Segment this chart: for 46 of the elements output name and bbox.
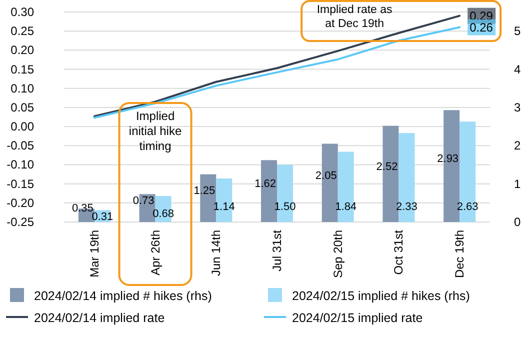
- y-tick-label: 0.30: [10, 5, 34, 19]
- x-tick-label: Dec 19th: [452, 230, 467, 278]
- y-tick-label: -0.05: [6, 138, 34, 153]
- y-tick-label: -0.10: [6, 158, 34, 172]
- data-label: 1.84: [335, 201, 357, 213]
- y-tick-label: 0.10: [10, 81, 34, 96]
- data-label: 1.62: [254, 178, 276, 190]
- y2-tick-label: 4: [514, 62, 521, 76]
- x-tick-label: Jul 31st: [270, 229, 284, 272]
- x-tick-label: Jun 14th: [209, 230, 224, 276]
- data-label: 0.35: [72, 202, 94, 214]
- bar: [460, 122, 476, 222]
- bar: [398, 133, 415, 222]
- y-tick-label: -0.25: [6, 215, 34, 229]
- legend-label: 2024/02/14 implied # hikes (rhs): [34, 289, 212, 303]
- data-label: 0.73: [132, 195, 154, 208]
- y2-tick-label: 5: [514, 24, 521, 38]
- y2-tick-label: 2: [514, 138, 521, 153]
- x-tick-label: Mar 19th: [87, 230, 102, 278]
- data-label: 0.26: [470, 20, 494, 34]
- y-tick-label: 0.15: [10, 62, 34, 76]
- y-tick-label: 0.00: [10, 120, 34, 134]
- y-tick-label: 0.05: [10, 100, 34, 114]
- data-label: 2.63: [456, 201, 478, 213]
- y2-tick-label: 3: [514, 100, 521, 114]
- annotation: Implied initial hike timing: [128, 109, 182, 153]
- x-tick-label: Apr 26th: [148, 230, 162, 276]
- data-label: 1.50: [274, 201, 296, 213]
- annotation: Implied rate as at Dec 19th: [316, 4, 393, 30]
- y-tick-label: -0.15: [6, 176, 34, 191]
- data-label: 0.31: [92, 211, 114, 223]
- y2-tick-label: 0: [514, 215, 521, 229]
- legend-label: 2024/02/14 implied rate: [34, 311, 165, 325]
- data-label: 0.29: [470, 8, 494, 23]
- data-label: 2.33: [396, 201, 418, 213]
- legend-label: 2024/02/15 implied # hikes (rhs): [292, 289, 470, 303]
- y2-tick-label: 1: [514, 176, 521, 191]
- y-tick-label: 0.25: [10, 24, 34, 38]
- data-label: 0.68: [152, 208, 174, 220]
- legend-label: 2024/02/15 implied rate: [292, 311, 423, 325]
- data-label: 1.14: [213, 201, 235, 213]
- x-tick-label: Sep 20th: [330, 230, 345, 278]
- x-tick-label: Oct 31st: [392, 229, 406, 275]
- bar: [216, 178, 232, 222]
- y-tick-label: 0.20: [10, 43, 34, 58]
- y-tick-label: -0.20: [6, 196, 34, 210]
